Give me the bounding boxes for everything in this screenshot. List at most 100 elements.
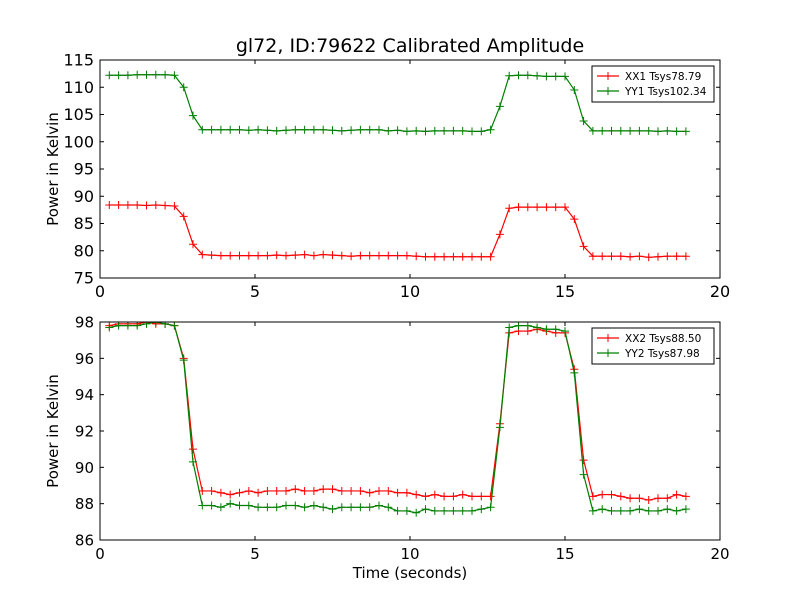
chart1-series-1-point [402, 251, 411, 260]
chart1-x-tick-label: 0 [95, 282, 105, 301]
chart1-x-tick-label: 5 [250, 282, 260, 301]
chart2-series-1-point [384, 486, 393, 495]
chart2-series-2-point [663, 505, 672, 514]
chart1-y-tick-label: 75 [74, 269, 94, 288]
chart1-plot-area [105, 70, 690, 262]
chart1-series-1-point [542, 203, 551, 212]
chart2-series-2-point [170, 322, 179, 330]
chart2-series-2-point [384, 503, 393, 512]
chart2-series-1-point [486, 492, 495, 501]
chart1-series-2-point [440, 126, 449, 135]
chart1-series-2-point [551, 72, 560, 81]
chart2-series-2-point [235, 501, 244, 510]
chart1-series-1-point [551, 203, 560, 212]
chart1-series-2-point [561, 72, 569, 81]
chart1-series-1-point [170, 202, 179, 211]
chart1-series-1-point [514, 203, 523, 212]
chart1-series-1-point [393, 251, 402, 260]
chart2-series-2-point [654, 506, 662, 515]
chart2-series-1-point [654, 494, 662, 503]
chart2-series-1-point [458, 490, 467, 499]
chart1-series-1-point [654, 252, 662, 261]
chart1-y-axis-label: Power in Kelvin [44, 112, 62, 226]
chart2-series-2-point [133, 322, 142, 330]
chart2-series-2-point [570, 368, 579, 377]
chart2-series-2-point [114, 322, 123, 330]
chart2-series-1-point [319, 485, 328, 494]
chart1-x-tick-label: 10 [400, 282, 420, 301]
chart2-series-1-point [644, 496, 653, 505]
chart1-y-tick-label: 90 [74, 187, 94, 206]
chart1-series-1-point [319, 250, 328, 259]
chart1-series-2-point [495, 102, 504, 111]
chart1-series-1-point [458, 252, 467, 261]
chart1-series-1 [105, 200, 690, 262]
chart2-series-1-point [616, 492, 625, 501]
chart1-series-2-point [142, 70, 151, 79]
chart1-series-2-point [309, 125, 318, 134]
chart1-series-2-point [300, 125, 309, 134]
chart1-series-1-point [337, 251, 346, 260]
chart1-series-1-point [412, 252, 421, 261]
chart1-series-2-point [319, 125, 328, 134]
chart2-series-1-point [328, 485, 337, 494]
chart2-series-2-point [440, 506, 449, 515]
chart1-series-1-point [486, 252, 495, 261]
chart2-series-2-point [477, 505, 486, 514]
chart2-series-2-point [579, 470, 588, 479]
chart2-series-2-point [616, 506, 625, 515]
chart1-series-2-point [189, 111, 197, 120]
chart2-series-1-point [421, 492, 430, 501]
chart2-series-2-point [356, 503, 365, 512]
chart1-series-2-point [468, 127, 476, 136]
chart1-series-2-point [672, 127, 681, 136]
chart1-series-2-point [412, 126, 421, 135]
chart1-series-1-point [235, 251, 244, 260]
chart2-series-1-point [226, 490, 235, 499]
chart2-series-2-point [486, 503, 495, 512]
chart1-title: gl72, ID:79622 Calibrated Amplitude [236, 35, 584, 57]
chart2-y-axis-label: Power in Kelvin [44, 374, 62, 488]
chart2-series-1-point [347, 486, 356, 495]
chart2-x-tick-label: 15 [555, 545, 574, 563]
chart2-series-2-point [347, 503, 356, 512]
chart1-legend-marker [604, 72, 612, 80]
chart2-series-1-point [440, 492, 449, 501]
chart2-y-tick-label: 96 [75, 350, 94, 368]
chart1-series-2-point [207, 125, 216, 134]
chart2-series-1-point [588, 492, 597, 501]
chart1-series-1-point [505, 204, 514, 213]
chart2-series-2-point [644, 506, 653, 515]
chart1-series-1-point [384, 251, 393, 260]
chart1-series-2-point [347, 126, 356, 135]
chart1-series-2-point [365, 125, 374, 134]
chart1-series-2-point [523, 71, 532, 80]
chart1-series-1-point [644, 253, 653, 262]
chart2-x-tick-label: 0 [95, 545, 105, 563]
chart2-series-2-point [514, 322, 523, 330]
chart1-series-2-point [635, 126, 644, 135]
chart1-series-2-point [226, 125, 235, 134]
chart1-series-2-point [663, 126, 672, 135]
chart2-series-1-point [291, 485, 300, 494]
chart2-series-1-point [254, 488, 263, 497]
chart2-series-1-point [672, 490, 681, 499]
chart2-series-2-point [291, 501, 300, 510]
chart2-legend-entry-1: XX2 Tsys88.50 [597, 333, 701, 345]
chart1-series-1-point [291, 251, 300, 260]
chart1-series-2-point [123, 71, 132, 80]
chart2-series-2-point [309, 501, 318, 510]
chart1-series-1-point [123, 200, 132, 209]
chart1-series-1-point [309, 251, 318, 260]
chart2-series-2-point [282, 501, 290, 510]
chart1-series-2-point [654, 127, 662, 136]
chart1-legend-label: XX1 Tsys78.79 [625, 71, 701, 83]
chart1-series-1-point [189, 240, 197, 249]
chart1-legend: XX1 Tsys78.79 YY1 Tsys102.34 [591, 65, 715, 103]
chart1-series-1-point [570, 215, 579, 224]
chart1-legend-label: YY1 Tsys102.34 [624, 86, 707, 98]
chart1-series-2-point [161, 70, 170, 79]
chart1-series-2-point [375, 125, 383, 134]
chart1-x-tick-label: 15 [555, 282, 575, 301]
